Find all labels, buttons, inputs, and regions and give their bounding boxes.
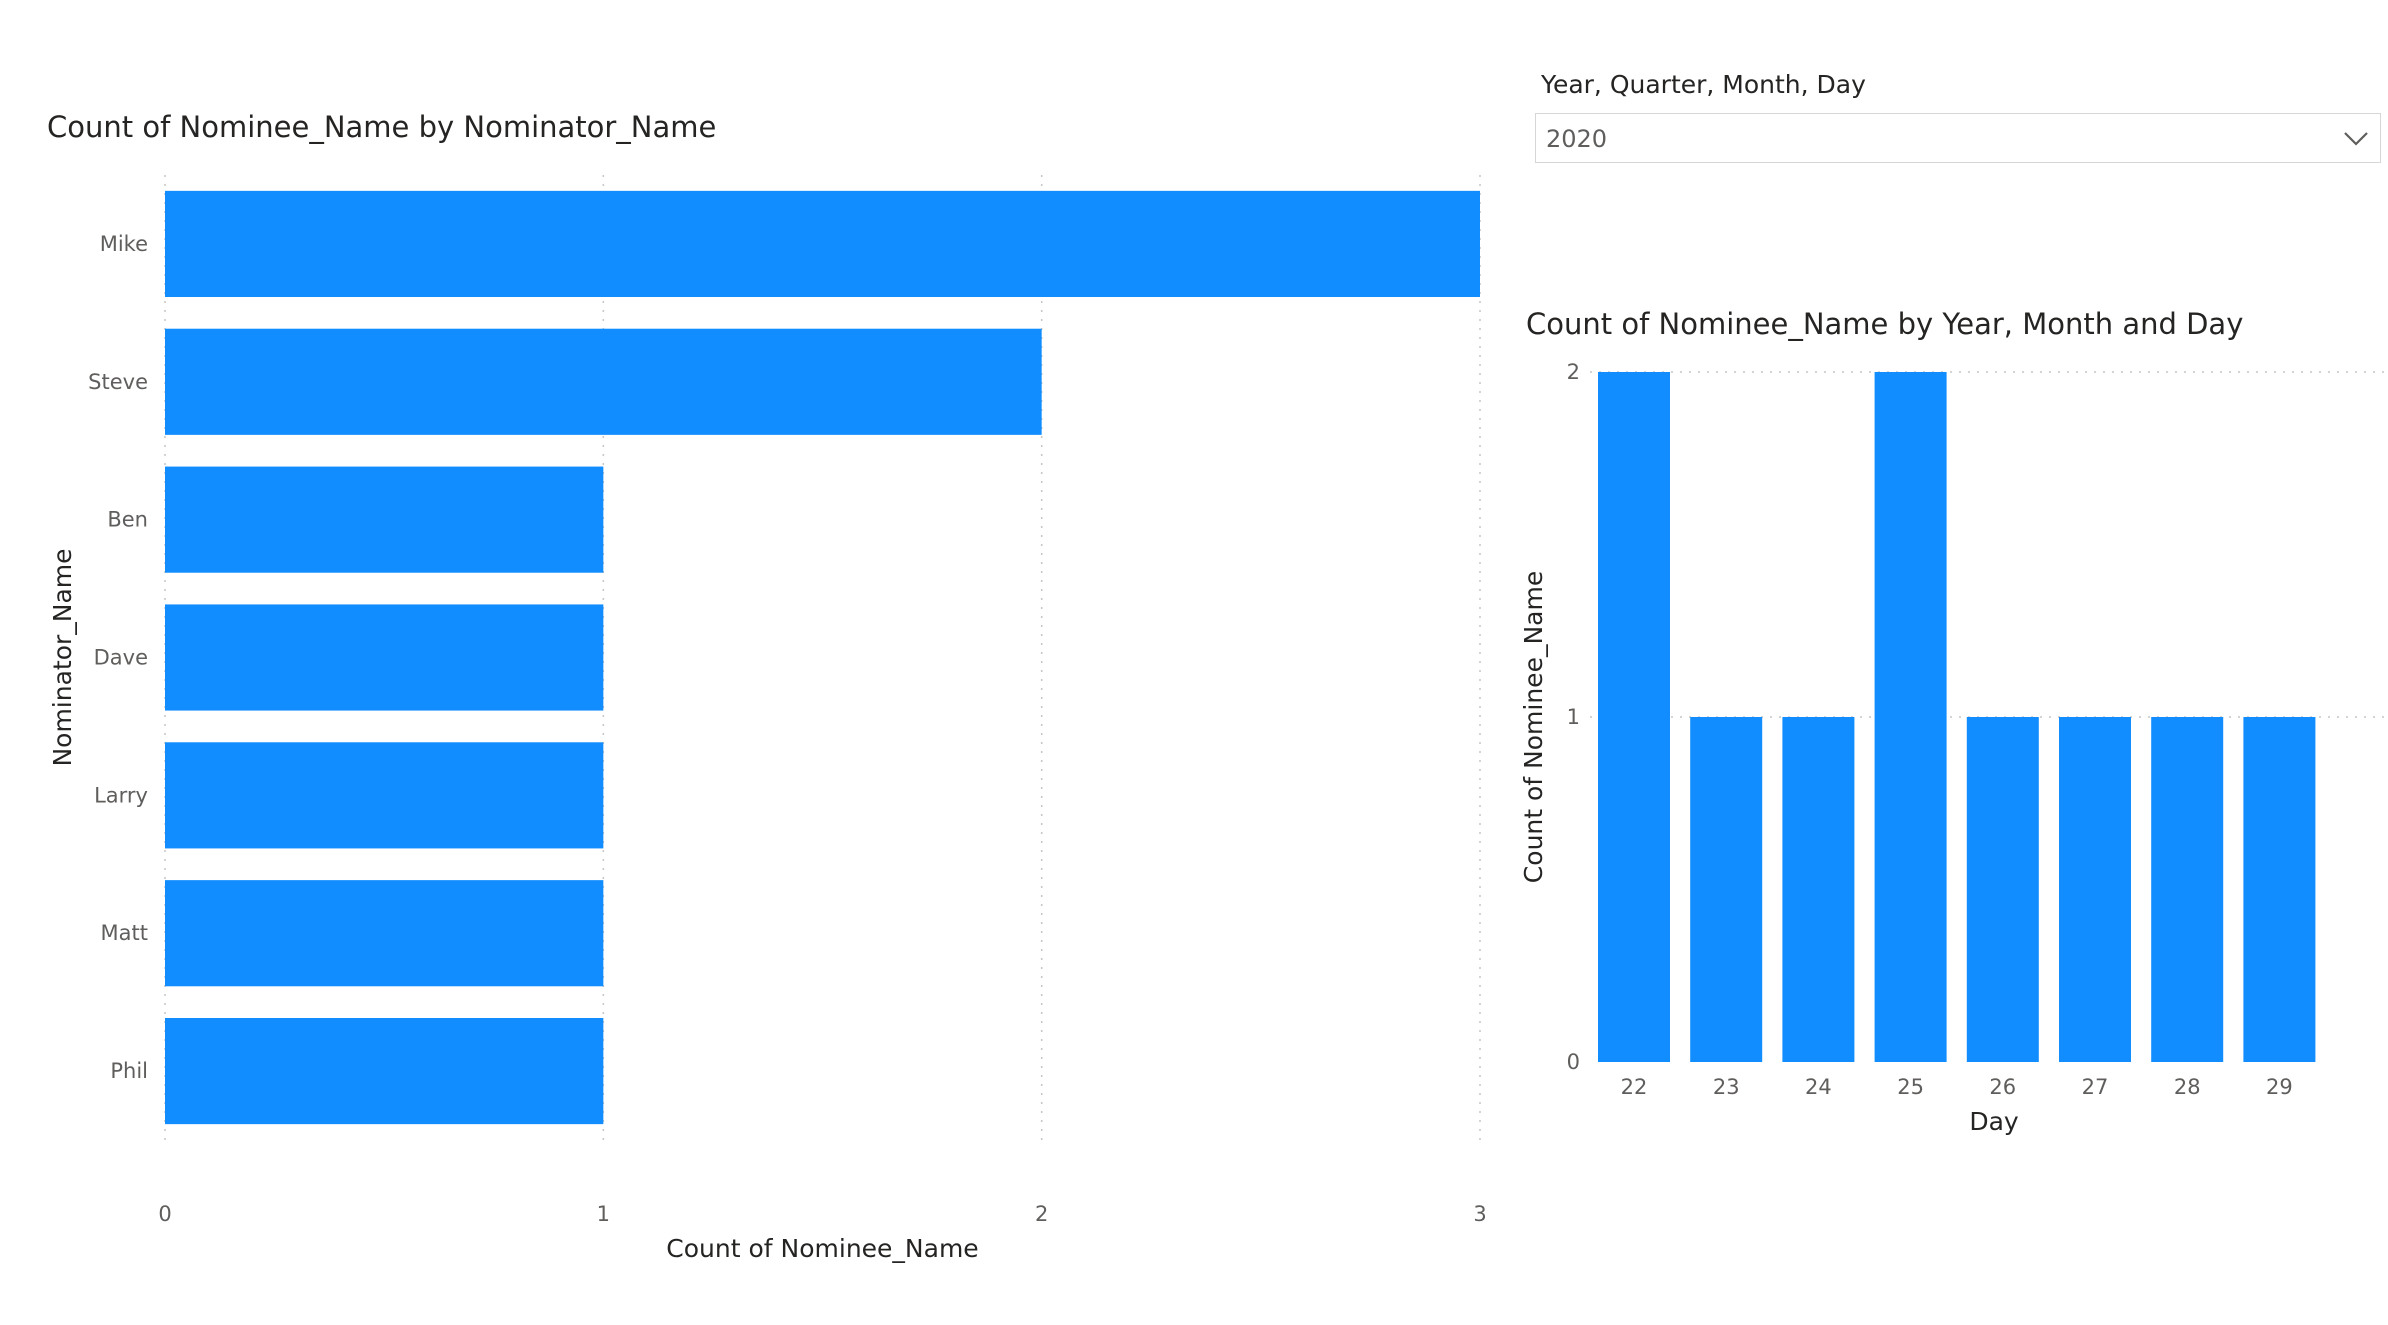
y-tick-label: 1 xyxy=(1567,705,1580,729)
x-tick-label: 29 xyxy=(2266,1075,2293,1099)
right-chart-title: Count of Nominee_Name by Year, Month and… xyxy=(1526,307,2244,341)
y-tick-label: Larry xyxy=(94,783,148,807)
nominator-bar-chart: Count of Nominee_Name by Nominator_Name … xyxy=(0,90,1510,1290)
x-tick-label: 2 xyxy=(1035,1202,1048,1226)
bar-day-26 xyxy=(1966,717,2039,1062)
bar-day-22 xyxy=(1598,372,1670,1062)
bar-mike xyxy=(165,190,1480,298)
y-tick-label: 2 xyxy=(1567,360,1580,384)
bar-steve xyxy=(165,328,1042,435)
bar-larry xyxy=(165,742,604,849)
x-tick-label: 3 xyxy=(1473,1202,1486,1226)
bar-day-24 xyxy=(1782,717,1855,1062)
x-tick-label: 26 xyxy=(1989,1075,2016,1099)
x-tick-label: 24 xyxy=(1805,1075,1832,1099)
bar-day-23 xyxy=(1690,717,1763,1062)
y-tick-label: Steve xyxy=(88,370,148,394)
x-tick-label: 23 xyxy=(1713,1075,1740,1099)
y-tick-label: Matt xyxy=(101,921,148,945)
x-axis-title: Day xyxy=(1969,1107,2019,1136)
y-tick-label: Phil xyxy=(110,1059,148,1083)
bar-ben xyxy=(165,466,604,573)
slicer-header: Year, Quarter, Month, Day xyxy=(1541,70,1866,99)
y-tick-label: Dave xyxy=(94,646,148,670)
slicer-selected-value: 2020 xyxy=(1546,125,1608,153)
x-tick-label: 25 xyxy=(1897,1075,1924,1099)
x-axis-title: Count of Nominee_Name xyxy=(666,1234,978,1263)
bar-matt xyxy=(165,880,604,987)
left-chart-title: Count of Nominee_Name by Nominator_Name xyxy=(47,110,717,144)
bar-phil xyxy=(165,1017,604,1125)
y-tick-label: 0 xyxy=(1567,1050,1580,1074)
slicer-dropdown[interactable]: 2020 xyxy=(1535,113,2381,163)
bar-day-28 xyxy=(2151,717,2224,1062)
nominator-bar-chart-plot: 0 1 2 3 Mike Steve Ben Dave Larry Matt Phil Count o… xyxy=(48,175,1487,1263)
y-tick-label: Ben xyxy=(107,508,148,532)
bar-day-25 xyxy=(1874,372,1947,1062)
y-axis-title: Nominator_Name xyxy=(48,548,77,766)
y-tick-label: Mike xyxy=(100,232,148,256)
x-tick-label: 0 xyxy=(158,1202,171,1226)
bar-dave xyxy=(165,604,604,711)
day-column-chart: Count of Nominee_Name by Year, Month and… xyxy=(1510,290,2388,1170)
chevron-down-icon[interactable] xyxy=(2342,126,2370,150)
bar-day-27 xyxy=(2059,717,2131,1062)
x-tick-label: 27 xyxy=(2082,1075,2109,1099)
x-tick-label: 28 xyxy=(2174,1075,2201,1099)
date-slicer: Year, Quarter, Month, Day 2020 xyxy=(1535,70,2381,163)
x-tick-label: 22 xyxy=(1621,1075,1648,1099)
x-tick-label: 1 xyxy=(597,1202,610,1226)
y-axis-title: Count of Nominee_Name xyxy=(1519,571,1548,883)
bar-day-29 xyxy=(2243,717,2316,1062)
